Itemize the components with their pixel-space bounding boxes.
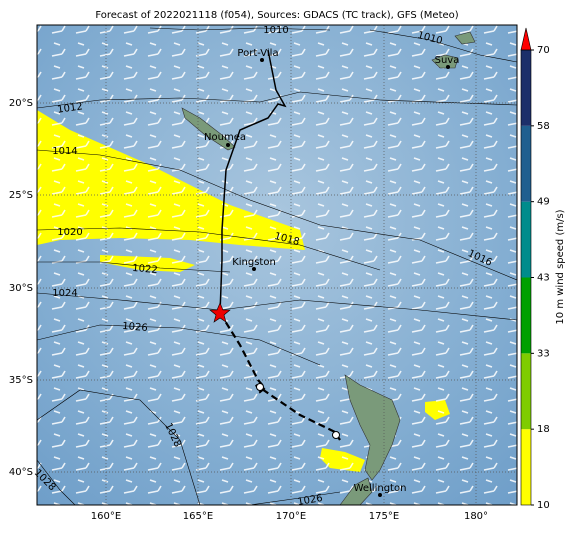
colorbar-segment bbox=[521, 429, 531, 505]
colorbar-tick-label: 10 bbox=[537, 500, 550, 511]
place-label: Noumea bbox=[204, 132, 246, 143]
colorbar-segment bbox=[521, 201, 531, 278]
lon-tick-label: 170°E bbox=[276, 511, 306, 522]
lat-tick-label: 25°S bbox=[9, 190, 33, 201]
lon-tick-label: 165°E bbox=[183, 511, 213, 522]
lon-tick-label: 180° bbox=[464, 511, 488, 522]
map-area bbox=[37, 25, 517, 505]
colorbar-extend bbox=[520, 27, 532, 51]
title: Forecast of 2022021118 (f054), Sources: … bbox=[95, 10, 458, 21]
lat-tick-label: 20°S bbox=[9, 98, 33, 109]
place-label: Suva bbox=[435, 55, 460, 66]
isobar-label: 1026 bbox=[297, 493, 324, 508]
lon-tick-label: 160°E bbox=[91, 511, 121, 522]
place-label: Kingston bbox=[232, 257, 276, 268]
colorbar-segment bbox=[521, 50, 531, 126]
colorbar-tick-label: 49 bbox=[537, 197, 550, 208]
lat-tick-label: 35°S bbox=[9, 375, 33, 386]
isobar-label: 1012 bbox=[57, 101, 84, 115]
isobar-label: 1022 bbox=[132, 263, 158, 276]
place-label: Port-Vila bbox=[237, 48, 278, 59]
lat-tick-label: 40°S bbox=[9, 467, 33, 478]
isobar-label: 1024 bbox=[52, 288, 77, 299]
colorbar-tick-label: 58 bbox=[537, 121, 550, 132]
colorbar-tick-label: 18 bbox=[537, 424, 550, 435]
colorbar-segment bbox=[521, 125, 531, 202]
colorbar-tick-label: 70 bbox=[537, 45, 550, 56]
isobar-label: 1010 bbox=[263, 25, 288, 36]
lon-tick-label: 175°E bbox=[369, 511, 399, 522]
colorbar-segment bbox=[521, 277, 531, 354]
colorbar-tick-label: 43 bbox=[537, 273, 550, 284]
colorbar-tick-label: 33 bbox=[537, 348, 550, 359]
place-label: Wellington bbox=[354, 483, 407, 494]
map-frame bbox=[36, 24, 518, 506]
colorbar-label: 10 m wind speed (m/s) bbox=[555, 209, 566, 324]
isobar-label: 1014 bbox=[52, 146, 77, 157]
isobar-label: 1026 bbox=[122, 321, 148, 334]
colorbar-segment bbox=[521, 353, 531, 430]
lat-tick-label: 30°S bbox=[9, 283, 33, 294]
isobar-label: 1020 bbox=[57, 227, 82, 238]
